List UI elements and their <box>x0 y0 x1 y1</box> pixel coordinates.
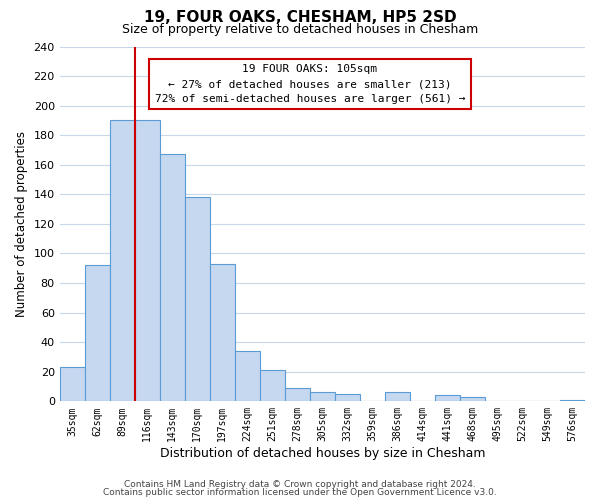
Text: Contains public sector information licensed under the Open Government Licence v3: Contains public sector information licen… <box>103 488 497 497</box>
Bar <box>335 394 360 402</box>
Bar <box>310 392 335 402</box>
X-axis label: Distribution of detached houses by size in Chesham: Distribution of detached houses by size … <box>160 447 485 460</box>
Bar <box>460 397 485 402</box>
Bar <box>385 392 410 402</box>
Bar <box>260 370 285 402</box>
Text: Size of property relative to detached houses in Chesham: Size of property relative to detached ho… <box>122 22 478 36</box>
Y-axis label: Number of detached properties: Number of detached properties <box>15 131 28 317</box>
Bar <box>85 266 110 402</box>
Bar <box>135 120 160 402</box>
Bar <box>110 120 135 402</box>
Text: Contains HM Land Registry data © Crown copyright and database right 2024.: Contains HM Land Registry data © Crown c… <box>124 480 476 489</box>
Bar <box>160 154 185 402</box>
Bar <box>210 264 235 402</box>
Bar <box>435 396 460 402</box>
Text: 19 FOUR OAKS: 105sqm
← 27% of detached houses are smaller (213)
72% of semi-deta: 19 FOUR OAKS: 105sqm ← 27% of detached h… <box>155 64 465 104</box>
Bar <box>560 400 585 402</box>
Bar <box>59 368 85 402</box>
Text: 19, FOUR OAKS, CHESHAM, HP5 2SD: 19, FOUR OAKS, CHESHAM, HP5 2SD <box>143 10 457 25</box>
Bar <box>285 388 310 402</box>
Bar <box>235 351 260 402</box>
Bar <box>185 198 210 402</box>
